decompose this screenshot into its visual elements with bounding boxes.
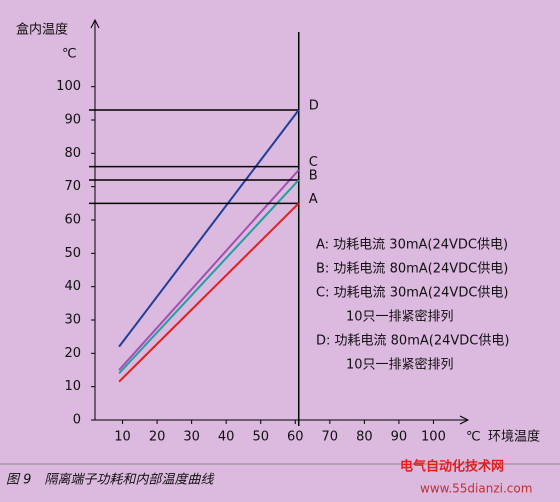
annotation: 10只一排紧密排列 <box>346 309 454 325</box>
y-tick-label: 40 <box>64 279 81 294</box>
series-line <box>118 179 300 375</box>
x-tick-label: 20 <box>149 430 166 445</box>
x-axis-unit: ℃ <box>466 430 481 445</box>
x-tick-label: 30 <box>183 430 200 445</box>
watermark-url: www.55dianzi.com <box>420 482 532 496</box>
y-tick-label: 70 <box>64 179 81 194</box>
x-tick-label: 40 <box>218 430 235 445</box>
x-tick-label: 70 <box>322 430 339 445</box>
x-tick-label: 60 <box>287 430 304 445</box>
y-tick-label: 50 <box>64 246 81 261</box>
series-label: B <box>309 169 318 184</box>
series-line <box>118 109 300 348</box>
annotation: D: 功耗电流 80mA(24VDC供电) <box>316 334 509 349</box>
annotation: B: 功耗电流 80mA(24VDC供电) <box>316 262 508 277</box>
y-tick-label: 0 <box>73 413 81 428</box>
annotation: A: 功耗电流 30mA(24VDC供电) <box>316 238 508 253</box>
y-axis-arrow <box>90 18 100 29</box>
watermark: 电气自动化技术网 <box>400 459 504 475</box>
x-tick-label: 100 <box>421 430 446 445</box>
y-tick-label: 60 <box>64 213 81 228</box>
series-line <box>118 202 300 383</box>
x-axis-label: 环境温度 <box>488 429 540 445</box>
y-tick-label: 100 <box>56 79 81 94</box>
x-tick-label: 80 <box>356 430 373 445</box>
series-label: A <box>309 192 318 207</box>
y-tick-label: 10 <box>64 379 81 394</box>
x-tick-label: 50 <box>252 430 269 445</box>
x-axis-arrow <box>459 415 470 425</box>
x-tick-label: 90 <box>391 430 408 445</box>
annotation: 10只一排紧密排列 <box>346 357 454 373</box>
y-axis-unit: ℃ <box>62 47 77 62</box>
y-axis-label: 盒内温度 <box>16 22 68 38</box>
series-label: C <box>309 155 318 170</box>
series-label: D <box>309 99 319 114</box>
y-tick-label: 80 <box>64 146 81 161</box>
x-tick-label: 10 <box>114 430 131 445</box>
caption: 图 9 隔离端子功耗和内部温度曲线 <box>6 472 214 488</box>
y-tick-label: 90 <box>64 113 81 128</box>
y-tick-label: 20 <box>64 346 81 361</box>
y-tick-label: 30 <box>64 313 81 328</box>
annotation: C: 功耗电流 30mA(24VDC供电) <box>316 286 509 301</box>
